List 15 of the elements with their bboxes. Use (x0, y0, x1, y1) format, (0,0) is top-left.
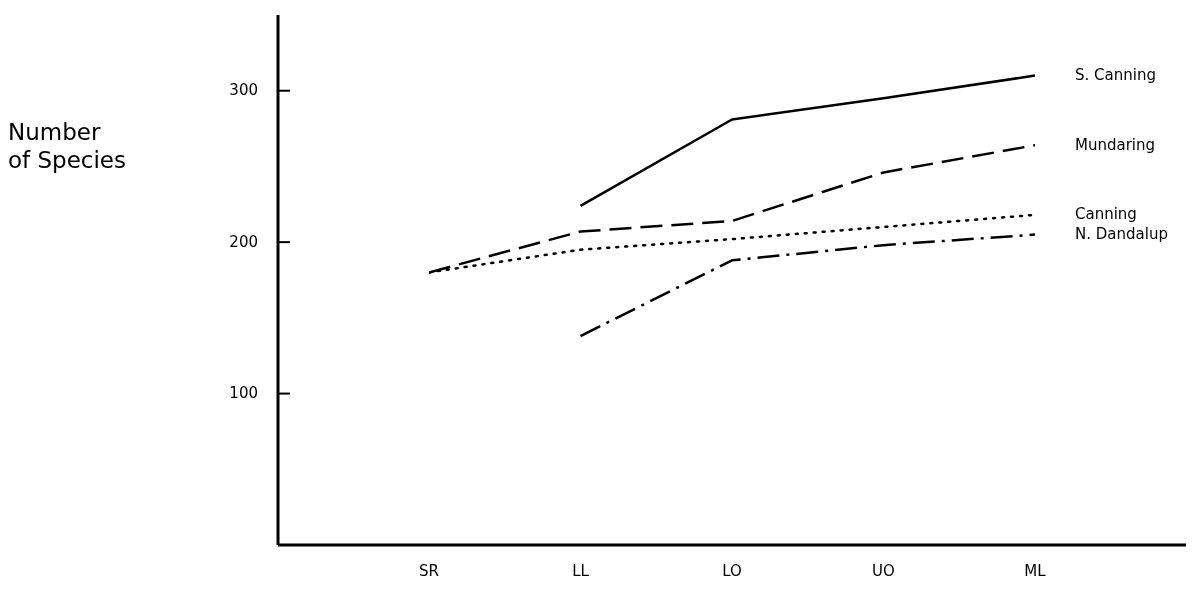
line-series (579, 74, 1035, 208)
text: S. Canning (1075, 66, 1156, 85)
x-tick-label: LL (572, 561, 590, 580)
text: Mundaring (1075, 135, 1156, 154)
x-tick-label: UO (872, 561, 895, 580)
x-tick-label: LO (722, 561, 742, 580)
x-tick-label: SR (419, 561, 439, 580)
text: Canning (1075, 205, 1137, 224)
y-tick-label: 200 (229, 232, 258, 251)
text: N. Dandalup (1075, 225, 1168, 244)
line-series (579, 233, 1035, 338)
x-tick-label: ML (1024, 561, 1047, 580)
y-axis-title: Number of Species (8, 118, 126, 174)
y-tick-label: 100 (229, 384, 258, 403)
y-tick-label: 300 (229, 81, 258, 100)
